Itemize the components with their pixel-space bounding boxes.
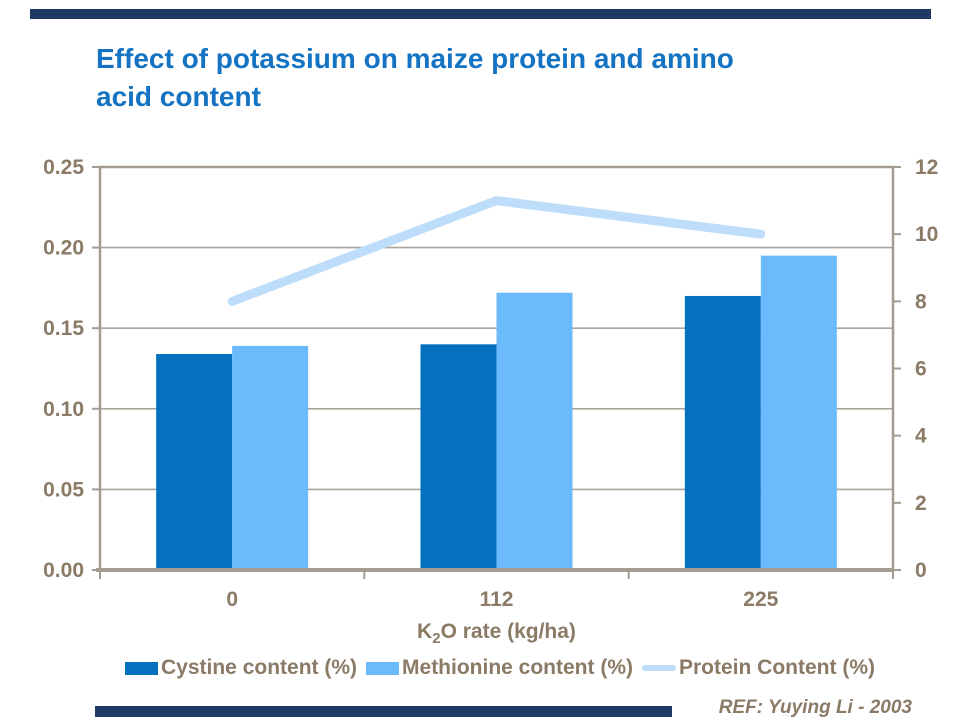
slide-title: Effect of potassium on maize protein and…: [96, 40, 916, 116]
left-axis-tick-label: 0.25: [43, 156, 84, 179]
chart: 0.00 0.05 0.10 0.15 0.20 0.25 0 2 4 6 8 10 12 0 112 225…: [0, 140, 960, 650]
x-axis-title: K2O rate (kg/ha): [417, 620, 576, 647]
bottom-accent-rule: [95, 706, 672, 717]
chart-legend: Cystine content (%) Methionine content (…: [40, 656, 960, 680]
left-axis-tick-label: 0.15: [43, 317, 84, 340]
cystine-swatch-icon: [125, 661, 158, 675]
left-axis-tick-label: 0.10: [43, 398, 84, 421]
right-axis-tick-label: 2: [915, 492, 927, 515]
legend-item-protein: Protein Content (%): [642, 656, 875, 680]
bar-s1-c2: [760, 255, 837, 570]
right-axis-tick-label: 6: [915, 358, 927, 381]
legend-label-methionine: Methionine content (%): [402, 656, 633, 679]
protein-line-series: [227, 196, 766, 306]
x-axis-category-label: 112: [480, 588, 514, 611]
top-accent-rule: [30, 9, 931, 19]
right-axis-tick-label: 4: [915, 425, 927, 448]
slide-title-line1: Effect of potassium on maize protein and…: [96, 43, 734, 74]
methionine-swatch-icon: [366, 661, 400, 675]
bar-s0-c2: [684, 295, 761, 570]
legend-label-protein: Protein Content (%): [679, 656, 875, 679]
legend-item-methionine: Methionine content (%): [366, 656, 633, 680]
x-axis-category-label: 225: [743, 588, 778, 611]
legend-item-cystine: Cystine content (%): [125, 656, 357, 680]
right-axis-tick-label: 12: [915, 156, 938, 179]
reference-text: REF: Yuying Li - 2003: [718, 697, 912, 718]
bar-s1-c1: [496, 292, 573, 570]
right-axis-tick-label: 10: [915, 223, 938, 246]
bar-s1-c0: [232, 345, 309, 570]
legend-label-cystine: Cystine content (%): [161, 656, 358, 679]
protein-line-swatch-icon: [642, 665, 676, 671]
bar-s0-c1: [420, 344, 497, 570]
right-axis-tick-label: 8: [915, 290, 927, 313]
left-axis-tick-label: 0.05: [43, 478, 84, 501]
x-axis-category-label: 0: [226, 588, 238, 611]
right-axis-tick-label: 0: [915, 559, 927, 582]
bar-s0-c0: [156, 353, 233, 570]
chart-svg: 0.00 0.05 0.10 0.15 0.20 0.25 0 2 4 6 8 10 12 0 112 225…: [43, 156, 938, 647]
left-axis-tick-label: 0.20: [43, 237, 84, 260]
slide-title-line2: acid content: [96, 81, 261, 112]
left-axis-tick-label: 0.00: [43, 559, 84, 582]
